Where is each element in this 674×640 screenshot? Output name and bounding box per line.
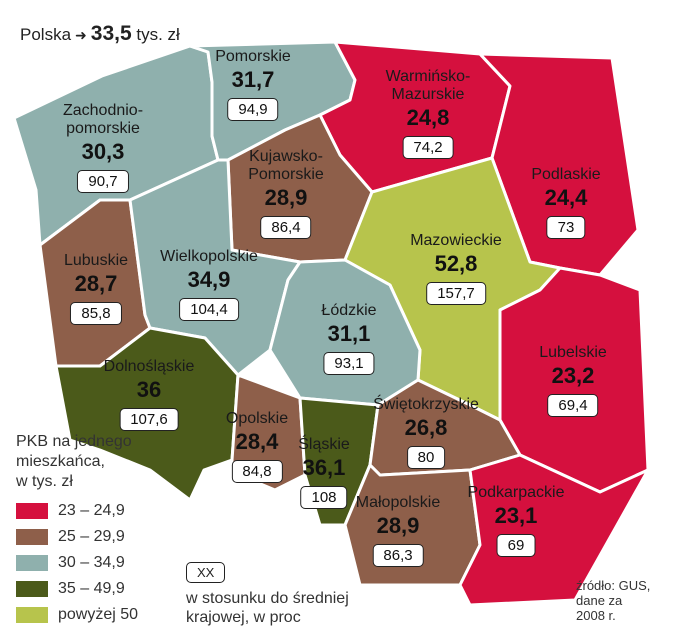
region-index: 74,2 (402, 136, 454, 159)
region-name: Wielkopolskie (160, 248, 258, 265)
label-lubuskie: Lubuskie 28,7 85,8 (64, 252, 128, 325)
index-key: XX w stosunku do średniej krajowej, w pr… (186, 562, 349, 627)
region-value: 28,9 (376, 513, 420, 538)
region-name: Śląskie (298, 436, 350, 453)
label-lubelskie: Lubelskie 23,2 69,4 (539, 344, 607, 417)
region-value: 24,4 (544, 185, 588, 210)
region-index: 80 (406, 446, 446, 469)
source-note: źródło: GUS, dane za 2008 r. (576, 578, 651, 623)
region-value: 30,3 (81, 139, 125, 164)
region-index: 86,4 (260, 216, 312, 239)
region-index: 90,7 (77, 170, 129, 193)
legend-swatch (16, 503, 48, 519)
region-value: 28,9 (264, 185, 308, 210)
region-value: 52,8 (434, 251, 478, 276)
region-index: 85,8 (70, 302, 122, 325)
region-name: Opolskie (225, 410, 289, 427)
region-name: Kujawsko- Pomorskie (248, 148, 324, 183)
region-index: 104,4 (179, 298, 239, 321)
index-key-description: w stosunku do średniej krajowej, w proc (186, 590, 349, 626)
legend-item: 35 – 49,9 (16, 576, 138, 602)
region-index: 107,6 (119, 408, 179, 431)
legend-label: 25 – 29,9 (58, 528, 125, 545)
region-index: 73 (546, 216, 586, 239)
region-name: Zachodnio- pomorskie (62, 102, 144, 137)
region-index: 93,1 (323, 352, 375, 375)
national-label: Polska (20, 25, 72, 44)
national-value: 33,5 (90, 22, 132, 45)
label-wielkopolskie: Wielkopolskie 34,9 104,4 (160, 248, 258, 321)
region-value: 36,1 (302, 455, 346, 480)
label-mazowieckie: Mazowieckie 52,8 157,7 (410, 232, 502, 305)
region-index: 84,8 (231, 460, 283, 483)
legend-label: 35 – 49,9 (58, 580, 125, 597)
label-pomorskie: Pomorskie 31,7 94,9 (215, 48, 291, 121)
region-name: Łódzkie (321, 302, 377, 319)
region-name: Podkarpackie (467, 484, 565, 501)
region-value: 24,8 (406, 105, 450, 130)
legend-label: 23 – 24,9 (58, 502, 125, 519)
arrow-right-icon: ➜ (75, 27, 87, 43)
region-index: 157,7 (426, 282, 486, 305)
label-kujawsko-pomorskie: Kujawsko- Pomorskie 28,9 86,4 (248, 148, 324, 239)
region-index: 94,9 (227, 98, 279, 121)
region-name: Mazowieckie (410, 232, 502, 249)
region-index: 69,4 (547, 394, 599, 417)
region-index: 108 (300, 486, 348, 509)
region-name: Świętokrzyskie (373, 396, 479, 413)
label-dolnoslaskie: Dolnośląskie 36 107,6 (103, 358, 195, 431)
label-warminsko-mazurskie: Warmińsko- Mazurskie 24,8 74,2 (385, 68, 471, 159)
legend-title: PKB na jednego mieszkańca, w tys. zł (16, 433, 132, 490)
label-malopolskie: Małopolskie 28,9 86,3 (356, 494, 440, 567)
region-index: 69 (496, 534, 536, 557)
legend: PKB na jednego mieszkańca, w tys. zł 23 … (16, 432, 138, 628)
label-podlaskie: Podlaskie 24,4 73 (531, 166, 601, 239)
region-podkarpackie (458, 453, 650, 607)
label-podkarpackie: Podkarpackie 23,1 69 (467, 484, 565, 557)
label-lodzkie: Łódzkie 31,1 93,1 (321, 302, 377, 375)
region-value: 34,9 (187, 267, 231, 292)
label-swietokrzyskie: Świętokrzyskie 26,8 80 (373, 396, 479, 469)
region-value: 28,7 (74, 271, 118, 296)
region-value: 31,1 (327, 321, 371, 346)
region-name: Lubuskie (63, 252, 129, 269)
legend-item: powyżej 50 (16, 602, 138, 628)
legend-item: 25 – 29,9 (16, 524, 138, 550)
label-zachodniopomorskie: Zachodnio- pomorskie 30,3 90,7 (63, 102, 143, 193)
legend-item: 30 – 34,9 (16, 550, 138, 576)
region-value: 31,7 (231, 67, 275, 92)
region-name: Pomorskie (215, 48, 291, 65)
legend-swatch (16, 581, 48, 597)
index-key-box: XX (186, 562, 226, 583)
region-index: 86,3 (372, 544, 424, 567)
region-value: 26,8 (404, 415, 448, 440)
label-slaskie: Śląskie 36,1 108 (298, 436, 350, 509)
legend-swatch (16, 529, 48, 545)
region-value: 36 (136, 377, 162, 402)
legend-swatch (16, 607, 48, 623)
legend-item: 23 – 24,9 (16, 498, 138, 524)
label-opolskie: Opolskie 28,4 84,8 (226, 410, 288, 483)
region-value: 23,1 (494, 503, 538, 528)
legend-label: 30 – 34,9 (58, 554, 125, 571)
national-unit: tys. zł (136, 25, 180, 44)
legend-swatch (16, 555, 48, 571)
region-name: Podlaskie (531, 166, 601, 183)
legend-label: powyżej 50 (58, 606, 139, 623)
region-name: Dolnośląskie (103, 358, 195, 375)
region-name: Małopolskie (355, 494, 441, 511)
region-value: 28,4 (235, 429, 279, 454)
region-name: Warmińsko- Mazurskie (385, 68, 471, 103)
region-name: Lubelskie (539, 344, 607, 361)
region-value: 23,2 (551, 363, 595, 388)
national-average: Polska ➜ 33,5 tys. zł (20, 22, 180, 46)
